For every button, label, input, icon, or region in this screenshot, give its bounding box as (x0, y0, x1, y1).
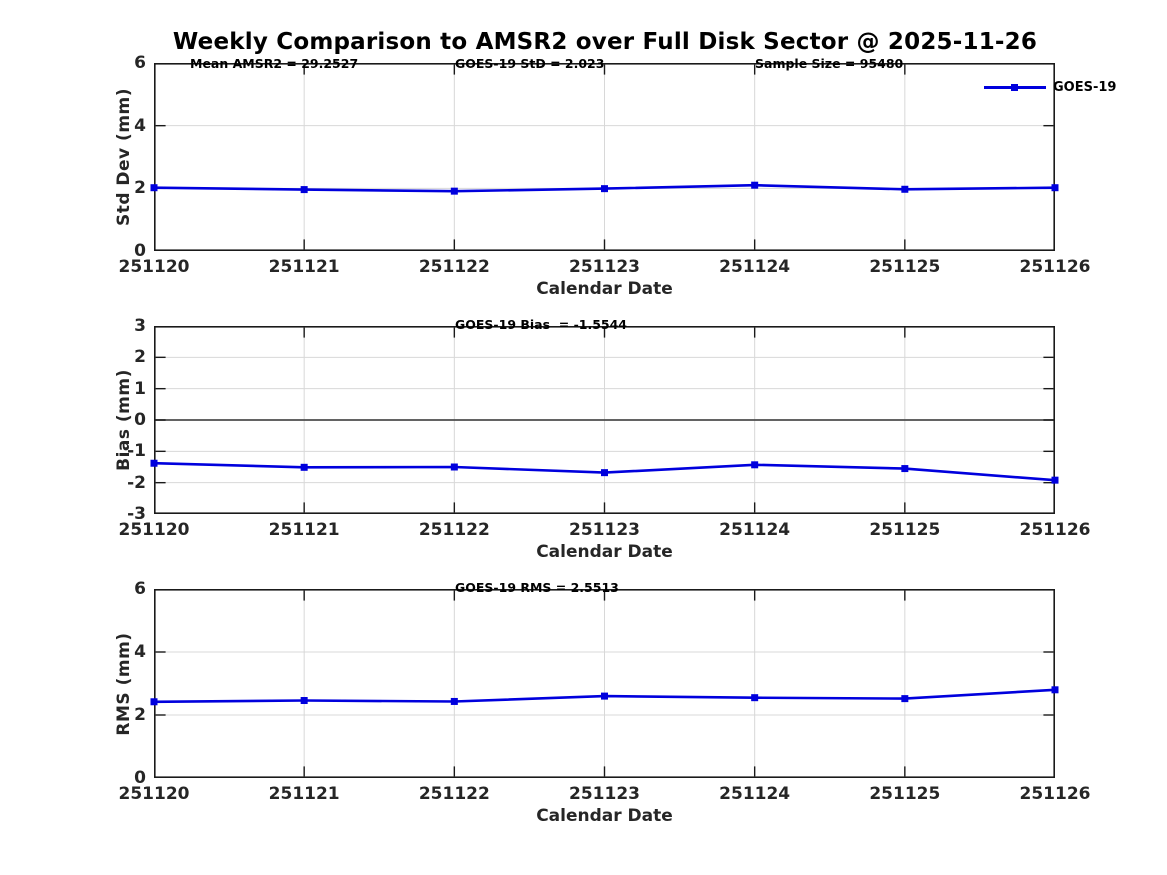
x-tick-label: 251126 (1019, 784, 1091, 804)
y-tick-label: -2 (127, 472, 146, 493)
axes-box (154, 63, 1056, 251)
plot-area (150, 326, 1059, 514)
legend-line-sample (984, 84, 1046, 91)
legend: GOES-19 (984, 80, 1116, 95)
x-tick-label: 251122 (418, 257, 490, 277)
y-tick-label: -3 (127, 504, 146, 524)
data-marker (601, 692, 608, 700)
x-tick-label: 251126 (1019, 520, 1091, 540)
x-tick-label: 251124 (719, 257, 791, 277)
y-tick-label: 6 (134, 579, 146, 599)
annotation-text: GOES-19 RMS = 2.5513 (455, 580, 619, 595)
data-marker (1051, 686, 1059, 694)
data-marker (901, 695, 909, 703)
legend-label: GOES-19 (1053, 80, 1117, 95)
x-axis-label: Calendar Date (536, 542, 673, 562)
y-tick-label: 0 (134, 241, 146, 261)
y-tick-label: -1 (127, 441, 146, 462)
x-tick-label: 251120 (118, 784, 190, 804)
annotation-text: Mean AMSR2 = 29.2527 (190, 56, 359, 71)
y-tick-label: 6 (134, 53, 146, 73)
x-tick-label: 251122 (418, 520, 490, 540)
data-marker (300, 186, 308, 194)
x-tick-label: 251126 (1019, 257, 1091, 277)
y-axis-label: RMS (mm) (114, 631, 134, 736)
x-tick-label: 251120 (118, 257, 190, 277)
x-tick-label: 251122 (418, 784, 490, 804)
x-axis-label: Calendar Date (536, 806, 673, 826)
x-tick-label: 251125 (869, 784, 941, 804)
data-marker (1051, 184, 1059, 192)
data-marker (901, 185, 909, 193)
x-axis-label: Calendar Date (536, 279, 673, 299)
axes-box (154, 326, 1056, 514)
data-marker (751, 461, 759, 469)
axes-box (154, 589, 1056, 778)
data-marker (601, 469, 608, 477)
data-marker (150, 184, 158, 192)
data-marker (751, 181, 759, 189)
x-tick-label: 251121 (268, 257, 340, 277)
x-tick-label: 251123 (569, 520, 640, 540)
data-marker (1051, 476, 1059, 484)
x-tick-label: 251121 (268, 784, 340, 804)
y-tick-label: 0 (134, 768, 146, 788)
data-marker (450, 697, 458, 705)
figure-title: Weekly Comparison to AMSR2 over Full Dis… (172, 29, 1038, 55)
x-tick-label: 251120 (118, 520, 190, 540)
data-marker (150, 459, 158, 467)
plot-area (150, 589, 1059, 778)
plot-area (150, 63, 1059, 251)
data-marker (450, 187, 458, 195)
annotation-text: GOES-19 Bias = -1.5544 (455, 317, 628, 332)
x-tick-label: 251123 (569, 784, 640, 804)
y-tick-label: 3 (134, 316, 146, 336)
x-tick-label: 251121 (268, 520, 340, 540)
x-tick-label: 251125 (869, 257, 941, 277)
y-tick-label: 4 (134, 115, 146, 136)
y-tick-label: 2 (134, 705, 146, 725)
data-marker (450, 463, 458, 471)
y-tick-label: 2 (134, 347, 146, 368)
data-marker (751, 694, 759, 702)
y-tick-label: 0 (134, 410, 146, 430)
annotation-text: GOES-19 StD = 2.023 (455, 56, 605, 71)
data-marker (901, 465, 909, 473)
x-tick-label: 251125 (869, 520, 941, 540)
annotation-text: Sample Size = 95480 (755, 56, 904, 71)
y-tick-label: 2 (134, 178, 146, 199)
y-axis-label: Std Dev (mm) (114, 87, 134, 227)
data-marker (300, 463, 308, 471)
y-tick-label: 1 (134, 378, 146, 399)
legend-square-marker-icon (1011, 84, 1018, 91)
data-marker (300, 697, 308, 705)
y-tick-label: 4 (134, 642, 146, 662)
x-tick-label: 251124 (719, 784, 791, 804)
x-tick-label: 251124 (719, 520, 791, 540)
x-tick-label: 251123 (569, 257, 640, 277)
data-marker (150, 698, 158, 706)
data-marker (601, 185, 608, 193)
